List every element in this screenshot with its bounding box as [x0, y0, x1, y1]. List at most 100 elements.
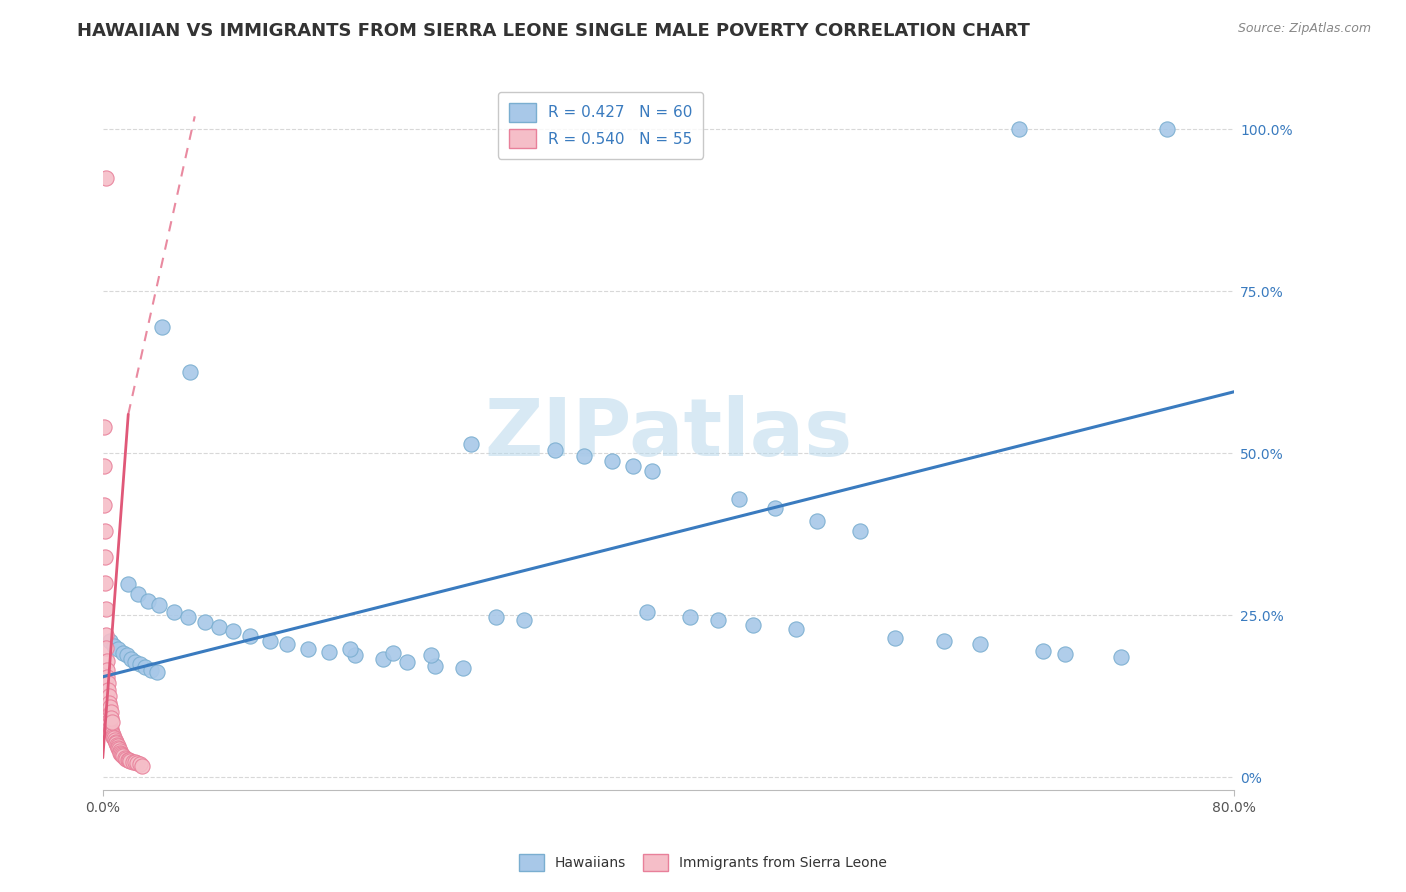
Point — [640, 464, 662, 478]
Point — [145, 665, 167, 680]
Point — [96, 663, 118, 677]
Text: Source: ZipAtlas.com: Source: ZipAtlas.com — [1237, 22, 1371, 36]
Point — [115, 752, 138, 766]
Point — [139, 663, 162, 677]
Point — [969, 637, 991, 651]
Point — [1008, 122, 1031, 136]
Point — [131, 758, 153, 772]
Point — [101, 715, 124, 730]
Point — [120, 651, 142, 665]
Point — [259, 634, 281, 648]
Point — [453, 661, 475, 675]
Point — [381, 646, 404, 660]
Point — [98, 717, 121, 731]
Point — [96, 670, 118, 684]
Point — [395, 655, 418, 669]
Point — [118, 753, 141, 767]
Point — [101, 728, 124, 742]
Point — [98, 700, 121, 714]
Point — [105, 738, 128, 752]
Point — [103, 730, 125, 744]
Point — [103, 731, 125, 746]
Point — [339, 641, 361, 656]
Point — [128, 757, 150, 772]
Point — [107, 641, 129, 656]
Point — [785, 623, 807, 637]
Point — [572, 450, 595, 464]
Point — [763, 501, 786, 516]
Point — [93, 524, 115, 538]
Point — [111, 748, 134, 763]
Point — [600, 454, 623, 468]
Point — [93, 420, 115, 434]
Point — [460, 436, 482, 450]
Point — [96, 654, 118, 668]
Point — [98, 634, 121, 648]
Point — [318, 645, 340, 659]
Point — [101, 726, 124, 740]
Point — [97, 682, 120, 697]
Text: ZIPatlas: ZIPatlas — [485, 395, 852, 473]
Point — [96, 640, 118, 655]
Point — [148, 599, 170, 613]
Point — [94, 601, 117, 615]
Point — [110, 747, 132, 761]
Point — [127, 587, 149, 601]
Point — [420, 648, 443, 663]
Point — [239, 629, 262, 643]
Point — [98, 696, 121, 710]
Legend: Hawaiians, Immigrants from Sierra Leone: Hawaiians, Immigrants from Sierra Leone — [513, 848, 893, 876]
Point — [107, 739, 129, 753]
Point — [124, 756, 146, 770]
Point — [679, 609, 702, 624]
Point — [848, 524, 870, 538]
Point — [93, 459, 115, 474]
Point — [98, 720, 121, 734]
Point — [117, 577, 139, 591]
Point — [100, 710, 122, 724]
Point — [94, 627, 117, 641]
Point — [297, 641, 319, 656]
Point — [806, 514, 828, 528]
Point — [100, 722, 122, 736]
Point — [94, 170, 117, 185]
Point — [513, 614, 536, 628]
Point — [94, 575, 117, 590]
Point — [114, 750, 136, 764]
Point — [94, 549, 117, 564]
Point — [162, 605, 184, 619]
Point — [112, 749, 135, 764]
Point — [108, 744, 131, 758]
Point — [208, 620, 231, 634]
Point — [194, 615, 217, 629]
Point — [742, 618, 765, 632]
Point — [117, 753, 139, 767]
Point — [107, 741, 129, 756]
Point — [728, 491, 751, 506]
Point — [97, 676, 120, 690]
Point — [884, 631, 907, 645]
Point — [97, 715, 120, 730]
Point — [343, 648, 366, 663]
Point — [621, 459, 644, 474]
Point — [136, 594, 159, 608]
Point — [124, 655, 146, 669]
Point — [128, 657, 150, 671]
Point — [1156, 122, 1178, 136]
Point — [93, 498, 115, 512]
Text: HAWAIIAN VS IMMIGRANTS FROM SIERRA LEONE SINGLE MALE POVERTY CORRELATION CHART: HAWAIIAN VS IMMIGRANTS FROM SIERRA LEONE… — [77, 22, 1031, 40]
Point — [425, 658, 447, 673]
Point — [125, 756, 148, 770]
Point — [1109, 650, 1132, 665]
Point — [104, 732, 127, 747]
Point — [934, 634, 956, 648]
Point — [104, 734, 127, 748]
Point — [96, 706, 118, 720]
Point — [1032, 644, 1054, 658]
Point — [110, 746, 132, 760]
Point — [276, 637, 298, 651]
Point — [100, 706, 122, 720]
Point — [120, 754, 142, 768]
Point — [108, 742, 131, 756]
Point — [179, 365, 201, 379]
